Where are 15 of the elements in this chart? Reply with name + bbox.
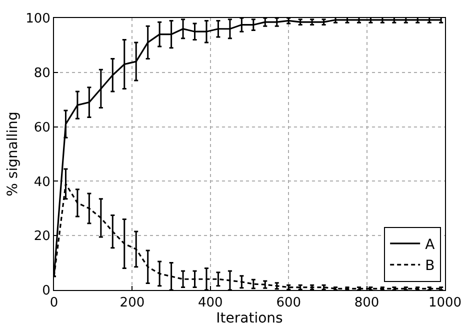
y-tick-label: 40 xyxy=(34,174,50,190)
y-axis-title: % signalling xyxy=(5,112,22,196)
y-tick-label: 20 xyxy=(34,229,50,244)
y-tick-label: 60 xyxy=(34,120,50,136)
legend-label: A xyxy=(425,236,436,253)
x-tick-label: 600 xyxy=(276,296,302,311)
x-tick-label: 800 xyxy=(354,296,380,311)
x-tick-label: 1000 xyxy=(428,296,462,311)
x-tick-label: 400 xyxy=(198,296,223,311)
x-axis-title: Iterations xyxy=(216,310,283,327)
legend-label: B xyxy=(425,258,435,274)
y-tick-label: 0 xyxy=(42,284,50,299)
x-tick-label: 200 xyxy=(120,296,145,311)
y-tick-label: 100 xyxy=(26,12,50,27)
y-tick-label: 80 xyxy=(34,66,50,81)
